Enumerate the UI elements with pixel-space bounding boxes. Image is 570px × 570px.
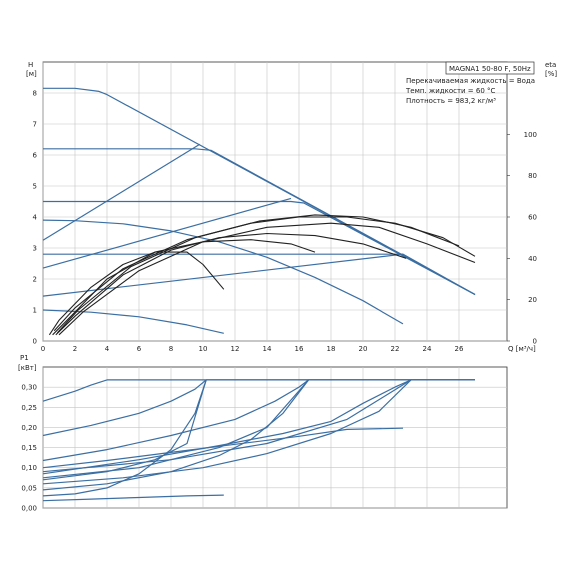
info-box-title-frame <box>445 61 535 75</box>
efficiency-tick-label: 0 <box>533 338 537 346</box>
power-tick-label: 0,00 <box>21 505 37 513</box>
system-curve <box>42 197 292 269</box>
head-tick-label: 5 <box>33 183 37 191</box>
efficiency-tick-label: 80 <box>528 172 537 180</box>
head-tick-label: 0 <box>33 338 37 346</box>
power-curve <box>42 379 475 462</box>
head-curve <box>43 148 476 296</box>
power-tick-label: 0,20 <box>21 424 37 432</box>
flow-tick-label: 26 <box>455 345 464 353</box>
efficiency-tick-label: 40 <box>528 255 537 263</box>
info-line-fluid: Перекачиваемая жидкость = Вода <box>406 77 535 85</box>
flow-tick-label: 14 <box>263 345 272 353</box>
power-tick-label: 0,15 <box>21 444 37 452</box>
efficiency-tick-label: 60 <box>528 214 537 222</box>
head-axis-label-line2: [м] <box>26 70 37 78</box>
efficiency-tick-label: 20 <box>528 296 537 304</box>
head-tick-label: 2 <box>33 276 37 284</box>
system-curve <box>42 143 201 241</box>
efficiency-curve <box>55 232 407 336</box>
flow-tick-label: 10 <box>199 345 208 353</box>
power-series <box>42 379 475 502</box>
flow-tick-label: 4 <box>105 345 110 353</box>
head-curve <box>42 219 404 325</box>
head-tick-label: 7 <box>33 121 37 129</box>
flow-tick-label: 0 <box>41 345 45 353</box>
efficiency-axis-label-line1: eta <box>545 61 556 69</box>
power-curve <box>42 379 310 491</box>
head-tick-label: 1 <box>33 307 37 315</box>
flow-tick-label: 6 <box>137 345 142 353</box>
head-x-ticks: 0 2 4 6 8 10 12 14 16 18 20 22 24 26 <box>41 345 464 353</box>
power-tick-label: 0,25 <box>21 404 37 412</box>
head-grid <box>42 62 507 342</box>
flow-tick-label: 18 <box>327 345 336 353</box>
power-panel: 0,30 0,25 0,20 0,15 0,10 0,05 0,00 P1 [кВт] <box>18 354 508 513</box>
power-tick-label: 0,05 <box>21 484 37 492</box>
info-line-temperature: Темп. жидкости = 60 °C <box>405 87 496 95</box>
head-tick-label: 8 <box>33 90 37 98</box>
efficiency-curve <box>58 222 476 336</box>
power-curve <box>42 379 475 475</box>
efficiency-curve <box>56 214 460 334</box>
head-y-ticks: 0 1 2 3 4 5 6 7 8 <box>33 90 38 346</box>
power-curve <box>42 427 404 469</box>
power-axis-label-line1: P1 <box>20 354 29 362</box>
flow-tick-label: 22 <box>391 345 400 353</box>
power-curve <box>42 494 224 502</box>
info-line-density: Плотность = 983,2 кг/м³ <box>406 97 496 105</box>
flow-tick-label: 20 <box>359 345 368 353</box>
flow-tick-label: 24 <box>423 345 432 353</box>
power-curve <box>42 379 475 402</box>
power-grid <box>42 367 507 509</box>
head-series <box>42 87 476 336</box>
power-plot-frame <box>42 366 508 509</box>
power-tick-label: 0,30 <box>21 384 37 392</box>
flow-tick-label: 12 <box>231 345 240 353</box>
power-axis-label-line2: [кВт] <box>18 364 37 372</box>
power-curve <box>42 379 412 473</box>
info-box-title: MAGNA1 50-80 F, 50Hz <box>449 65 531 73</box>
efficiency-tick-label: 100 <box>524 131 537 139</box>
flow-tick-label: 16 <box>295 345 304 353</box>
power-y-ticks: 0,30 0,25 0,20 0,15 0,10 0,05 0,00 <box>21 384 37 513</box>
flow-tick-label: 8 <box>169 345 173 353</box>
efficiency-curve <box>48 251 225 336</box>
head-curve <box>43 87 476 296</box>
power-tick-label: 0,10 <box>21 464 37 472</box>
flow-tick-label: 2 <box>73 345 77 353</box>
power-curve <box>42 379 310 479</box>
head-tick-label: 3 <box>33 245 37 253</box>
head-curve <box>43 200 476 296</box>
flow-axis-label: Q [м³/ч] <box>508 345 536 353</box>
efficiency-y-ticks: 0 20 40 60 80 100 <box>507 131 537 346</box>
head-tick-label: 4 <box>33 214 38 222</box>
power-curve <box>42 379 207 481</box>
power-curve <box>42 379 207 497</box>
efficiency-axis-label-line2: [%] <box>545 70 557 78</box>
head-axis-label-line1: H <box>28 61 33 69</box>
efficiency-curve <box>52 239 316 336</box>
power-curve <box>42 379 412 485</box>
head-tick-label: 6 <box>33 152 38 160</box>
